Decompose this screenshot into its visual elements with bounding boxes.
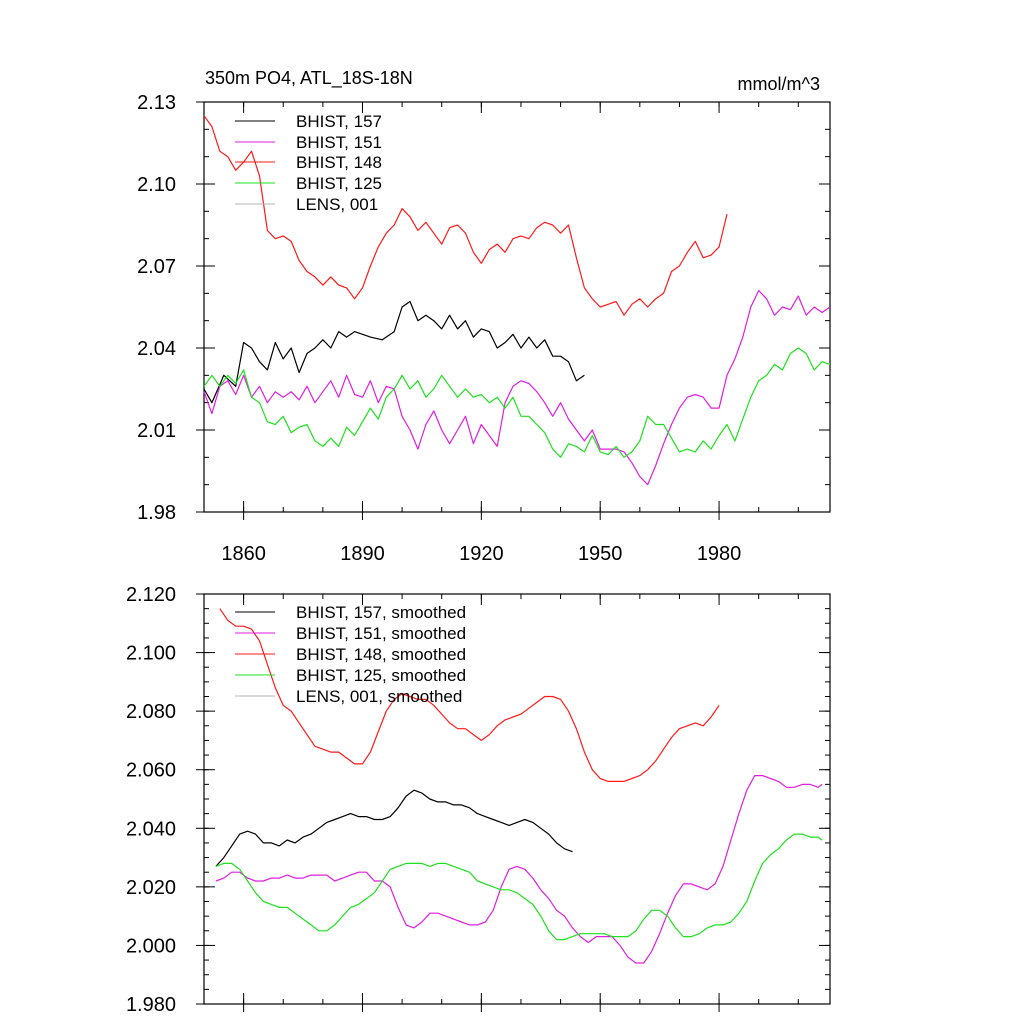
y-tick-label: 2.060 [126,760,176,782]
series-line-157 [215,789,573,867]
y-tick-label: 2.080 [126,701,176,723]
legend-label-157-smoothed: BHIST, 157, smoothed [296,603,466,622]
series-line-148 [219,608,720,783]
legend-label-151: BHIST, 151 [296,133,382,152]
y-tick-label: 2.04 [137,338,176,360]
legend-label-001-smoothed: LENS, 001, smoothed [296,687,462,706]
y-tick-label: 1.98 [137,502,176,524]
top-chart-panel: 350m PO4, ATL_18S-18N mmol/m^3 1860 1890 1… [137,68,831,565]
top-chart-title: 350m PO4, ATL_18S-18N [205,68,413,89]
bottom-chart-axes: 1.980 2.000 2.020 2.040 2.060 2.080 2.100 2.120 [126,584,831,1016]
top-chart-legend: BHIST, 157 BHIST, 151 BHIST, 148 BHIST, … [235,112,382,214]
legend-label-001: LENS, 001 [296,195,378,214]
series-line-125 [215,833,823,941]
y-tick-label: 2.020 [126,877,176,899]
legend-label-157: BHIST, 157 [296,112,382,131]
legend-label-148-smoothed: BHIST, 148, smoothed [296,645,466,664]
series-line-151 [215,774,823,964]
series-line-148 [203,115,728,316]
y-tick-label: 1.980 [126,994,176,1016]
y-tick-label: 2.13 [137,92,176,114]
legend-label-125: BHIST, 125 [296,174,382,193]
y-tick-label: 2.120 [126,584,176,606]
legend-label-151-smoothed: BHIST, 151, smoothed [296,624,466,643]
bottom-chart-panel: 1.980 2.000 2.020 2.040 2.060 2.080 2.100 2.120… [126,584,831,1016]
legend-label-148: BHIST, 148 [296,153,382,172]
y-tick-label: 2.040 [126,818,176,840]
bottom-chart-legend: BHIST, 157, smoothed BHIST, 151, smoothe… [235,603,466,706]
series-line-125 [203,347,831,458]
x-tick-label: 1920 [459,543,504,565]
top-chart-units: mmol/m^3 [738,74,820,94]
bottom-chart-series [215,608,823,964]
series-line-157 [203,300,585,404]
x-tick-label: 1890 [340,543,385,565]
top-chart-series [203,115,831,486]
x-tick-label: 1980 [697,543,742,565]
y-tick-label: 2.100 [126,643,176,665]
y-tick-label: 2.01 [137,420,176,442]
x-tick-label: 1950 [578,543,623,565]
series-line-151 [203,290,831,486]
legend-label-125-smoothed: BHIST, 125, smoothed [296,666,466,685]
x-tick-label: 1860 [221,543,266,565]
y-tick-label: 2.07 [137,256,176,278]
top-chart-axes: 1860 1890 1920 1950 1980 1.98 2.01 2.04 2.07 2.10… [137,92,831,565]
y-tick-label: 2.10 [137,174,176,196]
y-tick-label: 2.000 [126,935,176,957]
